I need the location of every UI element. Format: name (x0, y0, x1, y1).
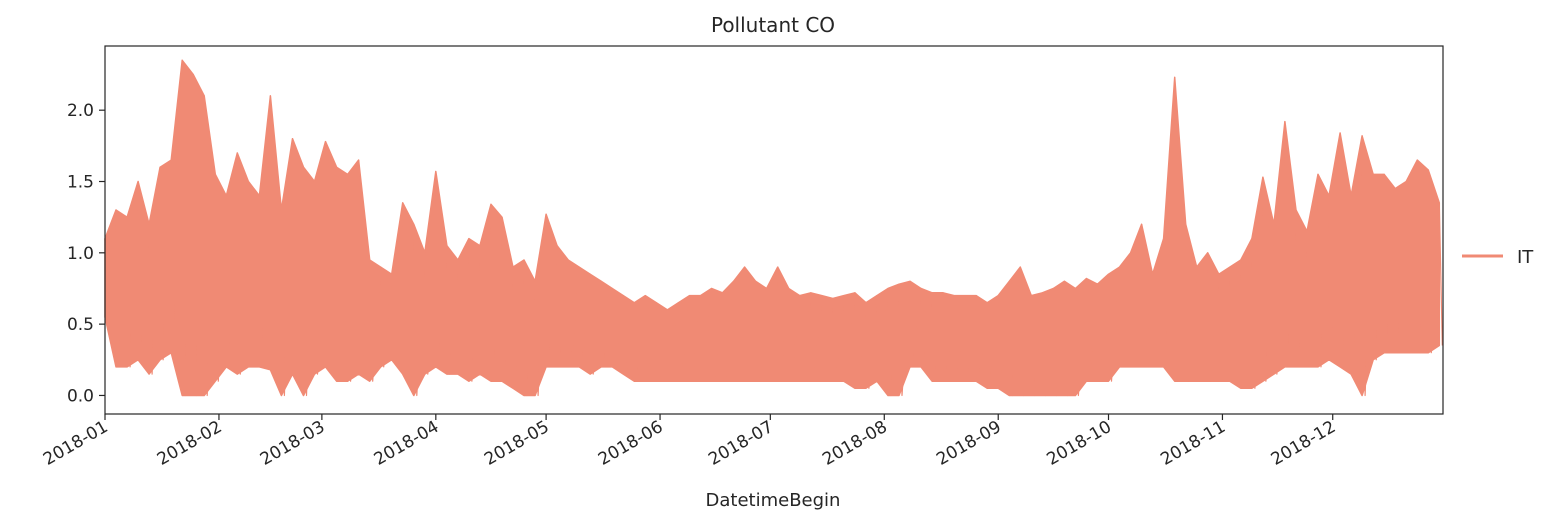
legend-label-it: IT (1517, 247, 1534, 268)
x-axis: 2018-01 2018-02 2018-03 2018-04 2018-05 2018-… (40, 414, 1339, 470)
chart-title: Pollutant CO (711, 13, 835, 37)
y-tick-label: 1.0 (67, 244, 94, 264)
x-tick-label: 2018-04 (371, 417, 443, 470)
x-tick-label: 2018-12 (1268, 417, 1340, 470)
x-axis-label: DatetimeBegin (706, 490, 841, 511)
x-tick-label: 2018-05 (481, 417, 553, 470)
y-tick-label: 0.0 (67, 386, 94, 406)
x-tick-label: 2018-09 (933, 417, 1005, 470)
legend: IT (1462, 247, 1534, 268)
plot-frame (104, 45, 1444, 415)
series-layer (104, 59, 1443, 397)
x-tick-label: 2018-11 (1157, 417, 1229, 470)
x-tick-label: 2018-06 (595, 417, 667, 470)
y-axis: 0.0 0.5 1.0 1.5 2.0 (67, 101, 105, 406)
series-it-line (104, 59, 1443, 397)
x-tick-label: 2018-08 (819, 417, 891, 470)
x-tick-label: 2018-02 (154, 417, 226, 470)
x-tick-label: 2018-03 (257, 417, 329, 470)
y-tick-label: 2.0 (67, 101, 94, 121)
x-tick-label: 2018-10 (1043, 417, 1115, 470)
y-tick-label: 0.5 (67, 315, 94, 335)
x-tick-label: 2018-01 (40, 417, 112, 470)
y-tick-label: 1.5 (67, 173, 94, 193)
x-tick-label: 2018-07 (705, 417, 777, 470)
